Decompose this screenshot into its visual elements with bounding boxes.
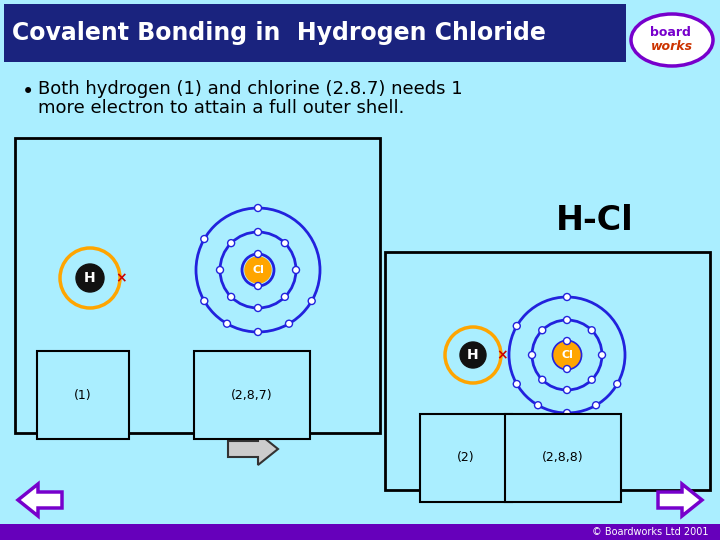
Circle shape <box>217 267 223 273</box>
Text: H: H <box>467 348 479 362</box>
Text: (2): (2) <box>457 451 474 464</box>
Bar <box>385 252 710 490</box>
Circle shape <box>534 402 541 409</box>
Text: ×: × <box>496 348 508 362</box>
Circle shape <box>564 387 570 394</box>
Circle shape <box>613 381 621 388</box>
Text: (2,8,7): (2,8,7) <box>231 388 273 402</box>
Text: board: board <box>649 26 690 39</box>
Circle shape <box>254 305 261 312</box>
Circle shape <box>528 352 536 359</box>
Circle shape <box>308 298 315 305</box>
Circle shape <box>460 342 486 368</box>
Bar <box>4 4 626 62</box>
Circle shape <box>228 240 235 247</box>
Polygon shape <box>658 484 702 516</box>
Text: (1): (1) <box>74 388 92 402</box>
Circle shape <box>254 282 261 289</box>
Ellipse shape <box>631 14 713 66</box>
Circle shape <box>228 293 235 300</box>
Text: more electron to attain a full outer shell.: more electron to attain a full outer she… <box>38 99 405 117</box>
Polygon shape <box>18 484 62 516</box>
Circle shape <box>254 205 261 212</box>
Text: © Boardworks Ltd 2001: © Boardworks Ltd 2001 <box>592 527 708 537</box>
Circle shape <box>588 376 595 383</box>
Text: Cl: Cl <box>252 265 264 275</box>
Bar <box>0 524 720 540</box>
Circle shape <box>564 316 570 323</box>
Circle shape <box>513 381 521 388</box>
Text: Both hydrogen (1) and chlorine (2.8.7) needs 1: Both hydrogen (1) and chlorine (2.8.7) n… <box>38 80 463 98</box>
Text: •: • <box>22 82 35 102</box>
Text: H: H <box>84 271 96 285</box>
Circle shape <box>539 327 546 334</box>
Circle shape <box>539 376 546 383</box>
Circle shape <box>254 328 261 335</box>
Circle shape <box>593 402 600 409</box>
Text: Cl: Cl <box>561 350 573 360</box>
Circle shape <box>598 352 606 359</box>
Circle shape <box>588 327 595 334</box>
Text: works: works <box>651 40 693 53</box>
Circle shape <box>564 366 570 373</box>
Circle shape <box>292 267 300 273</box>
Circle shape <box>564 294 570 300</box>
Circle shape <box>282 240 289 247</box>
Circle shape <box>286 320 292 327</box>
Circle shape <box>201 298 208 305</box>
Circle shape <box>76 264 104 292</box>
Circle shape <box>513 322 521 329</box>
Text: H-Cl: H-Cl <box>556 204 634 237</box>
Text: (2,8,8): (2,8,8) <box>542 451 584 464</box>
Circle shape <box>201 235 208 242</box>
Circle shape <box>254 251 261 258</box>
Bar <box>15 138 380 433</box>
Polygon shape <box>228 433 278 465</box>
Text: Covalent Bonding in  Hydrogen Chloride: Covalent Bonding in Hydrogen Chloride <box>12 21 546 45</box>
Circle shape <box>245 257 271 283</box>
Circle shape <box>564 409 570 416</box>
Circle shape <box>564 338 570 345</box>
Circle shape <box>554 342 580 368</box>
Circle shape <box>282 293 289 300</box>
Circle shape <box>254 228 261 235</box>
Text: ×: × <box>115 271 127 285</box>
Circle shape <box>223 320 230 327</box>
